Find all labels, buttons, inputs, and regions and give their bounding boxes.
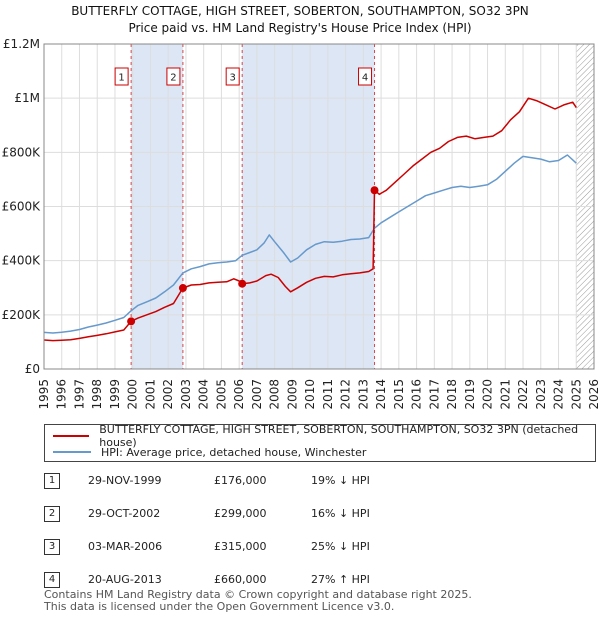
table-row: 4 20-AUG-2013 £660,000 27% ↑ HPI: [0, 569, 600, 591]
x-tick-label: 2000: [126, 379, 140, 410]
x-tick-label: 1998: [90, 379, 104, 410]
x-tick-label: 2004: [197, 379, 211, 410]
legend-swatch-hpi: [53, 451, 91, 453]
x-tick-label: 2019: [463, 379, 477, 410]
y-tick-label: £200K: [2, 308, 42, 322]
x-tick-label: 2013: [356, 379, 370, 410]
sale-marker-box: [166, 67, 181, 86]
x-tick-label: 2007: [250, 379, 264, 410]
footer-notice: Contains HM Land Registry data © Crown c…: [44, 589, 472, 613]
x-tick-label: 2009: [285, 379, 299, 410]
series-line: [43, 154, 577, 334]
y-tick-label: £0: [25, 362, 40, 376]
x-tick-label: 2001: [143, 379, 157, 410]
sale-point: [370, 186, 379, 195]
legend-label-hpi: HPI: Average price, detached house, Winc…: [101, 445, 367, 459]
sale-marker-label: 2: [170, 73, 176, 84]
x-tick-label: 2002: [161, 379, 175, 410]
sale-number-badge: 2: [44, 506, 60, 522]
sale-marker-label: 4: [362, 73, 368, 84]
x-tick-label: 2015: [392, 379, 406, 410]
footer-line-2: This data is licensed under the Open Gov…: [44, 600, 395, 613]
x-tick-label: 2011: [321, 379, 335, 410]
title-line-2: Price paid vs. HM Land Registry's House …: [128, 21, 472, 35]
sale-price: £299,000: [214, 507, 267, 520]
sale-number-badge: 1: [44, 473, 60, 489]
sale-hpi-diff: 19% ↓ HPI: [311, 474, 370, 487]
x-tick-label: 1995: [37, 379, 51, 410]
x-tick-label: 2010: [303, 379, 317, 410]
sale-price: £660,000: [214, 573, 267, 586]
sale-date: 03-MAR-2006: [88, 540, 163, 553]
x-tick-label: 1996: [55, 379, 69, 410]
plot-frame: [43, 43, 595, 370]
sale-marker-label: 1: [118, 73, 124, 84]
x-tick-label: 2012: [339, 379, 353, 410]
sale-marker-box: [225, 67, 240, 86]
sale-number-badge: 4: [44, 572, 60, 588]
sale-date: 29-NOV-1999: [88, 474, 162, 487]
y-tick-label: £600K: [2, 200, 42, 214]
y-tick-label: £1.2M: [3, 37, 40, 51]
x-tick-label: 2025: [569, 379, 583, 410]
sale-hpi-diff: 16% ↓ HPI: [311, 507, 370, 520]
sale-hpi-diff: 25% ↓ HPI: [311, 540, 370, 553]
sale-hpi-diff: 27% ↑ HPI: [311, 573, 370, 586]
x-tick-label: 2026: [587, 379, 600, 410]
sale-number-badge: 3: [44, 539, 60, 555]
x-tick-label: 2008: [268, 379, 282, 410]
sale-price: £315,000: [214, 540, 267, 553]
footer-line-1: Contains HM Land Registry data © Crown c…: [44, 588, 472, 601]
x-tick-label: 2016: [410, 379, 424, 410]
x-tick-label: 2023: [534, 379, 548, 410]
chart-legend: BUTTERFLY COTTAGE, HIGH STREET, SOBERTON…: [44, 423, 596, 462]
x-tick-label: 2014: [374, 379, 388, 410]
x-tick-label: 2017: [427, 379, 441, 410]
x-tick-label: 2005: [214, 379, 228, 410]
chart-title-block: BUTTERFLY COTTAGE, HIGH STREET, SOBERTON…: [0, 3, 600, 37]
sale-point: [238, 279, 247, 288]
legend-label-property: BUTTERFLY COTTAGE, HIGH STREET, SOBERTON…: [99, 423, 579, 449]
y-tick-label: £400K: [2, 254, 42, 268]
sale-price: £176,000: [214, 474, 267, 487]
x-tick-label: 2003: [179, 379, 193, 410]
table-row: 2 29-OCT-2002 £299,000 16% ↓ HPI: [0, 503, 600, 525]
x-tick-label: 2024: [552, 379, 566, 410]
sale-marker-box: [358, 67, 373, 86]
sale-marker-box: [114, 67, 129, 86]
legend-item-property: BUTTERFLY COTTAGE, HIGH STREET, SOBERTON…: [53, 423, 595, 449]
sale-date: 29-OCT-2002: [88, 507, 161, 520]
y-tick-label: £1M: [14, 91, 40, 105]
x-tick-label: 1999: [108, 379, 122, 410]
sale-date: 20-AUG-2013: [88, 573, 162, 586]
legend-item-hpi: HPI: Average price, detached house, Winc…: [53, 444, 366, 460]
x-tick-label: 2018: [445, 379, 459, 410]
price-chart: 1 2 3 4 £0 £200K £400K £600K £800K £1M £1.2M 1995 19…: [2, 37, 600, 410]
x-tick-label: 2020: [481, 379, 495, 410]
x-tick-label: 2006: [232, 379, 246, 410]
table-row: 3 03-MAR-2006 £315,000 25% ↓ HPI: [0, 536, 600, 558]
x-tick-label: 2022: [516, 379, 530, 410]
y-tick-label: £800K: [2, 145, 42, 159]
sale-marker-label: 3: [229, 73, 235, 84]
series-line: [43, 97, 577, 342]
table-row: 1 29-NOV-1999 £176,000 19% ↓ HPI: [0, 470, 600, 492]
legend-swatch-property: [53, 435, 90, 437]
x-tick-label: 1997: [72, 379, 86, 410]
title-line-1: BUTTERFLY COTTAGE, HIGH STREET, SOBERTON…: [71, 4, 529, 18]
sale-point: [127, 317, 136, 326]
sale-point: [178, 284, 187, 293]
x-tick-label: 2021: [498, 379, 512, 410]
